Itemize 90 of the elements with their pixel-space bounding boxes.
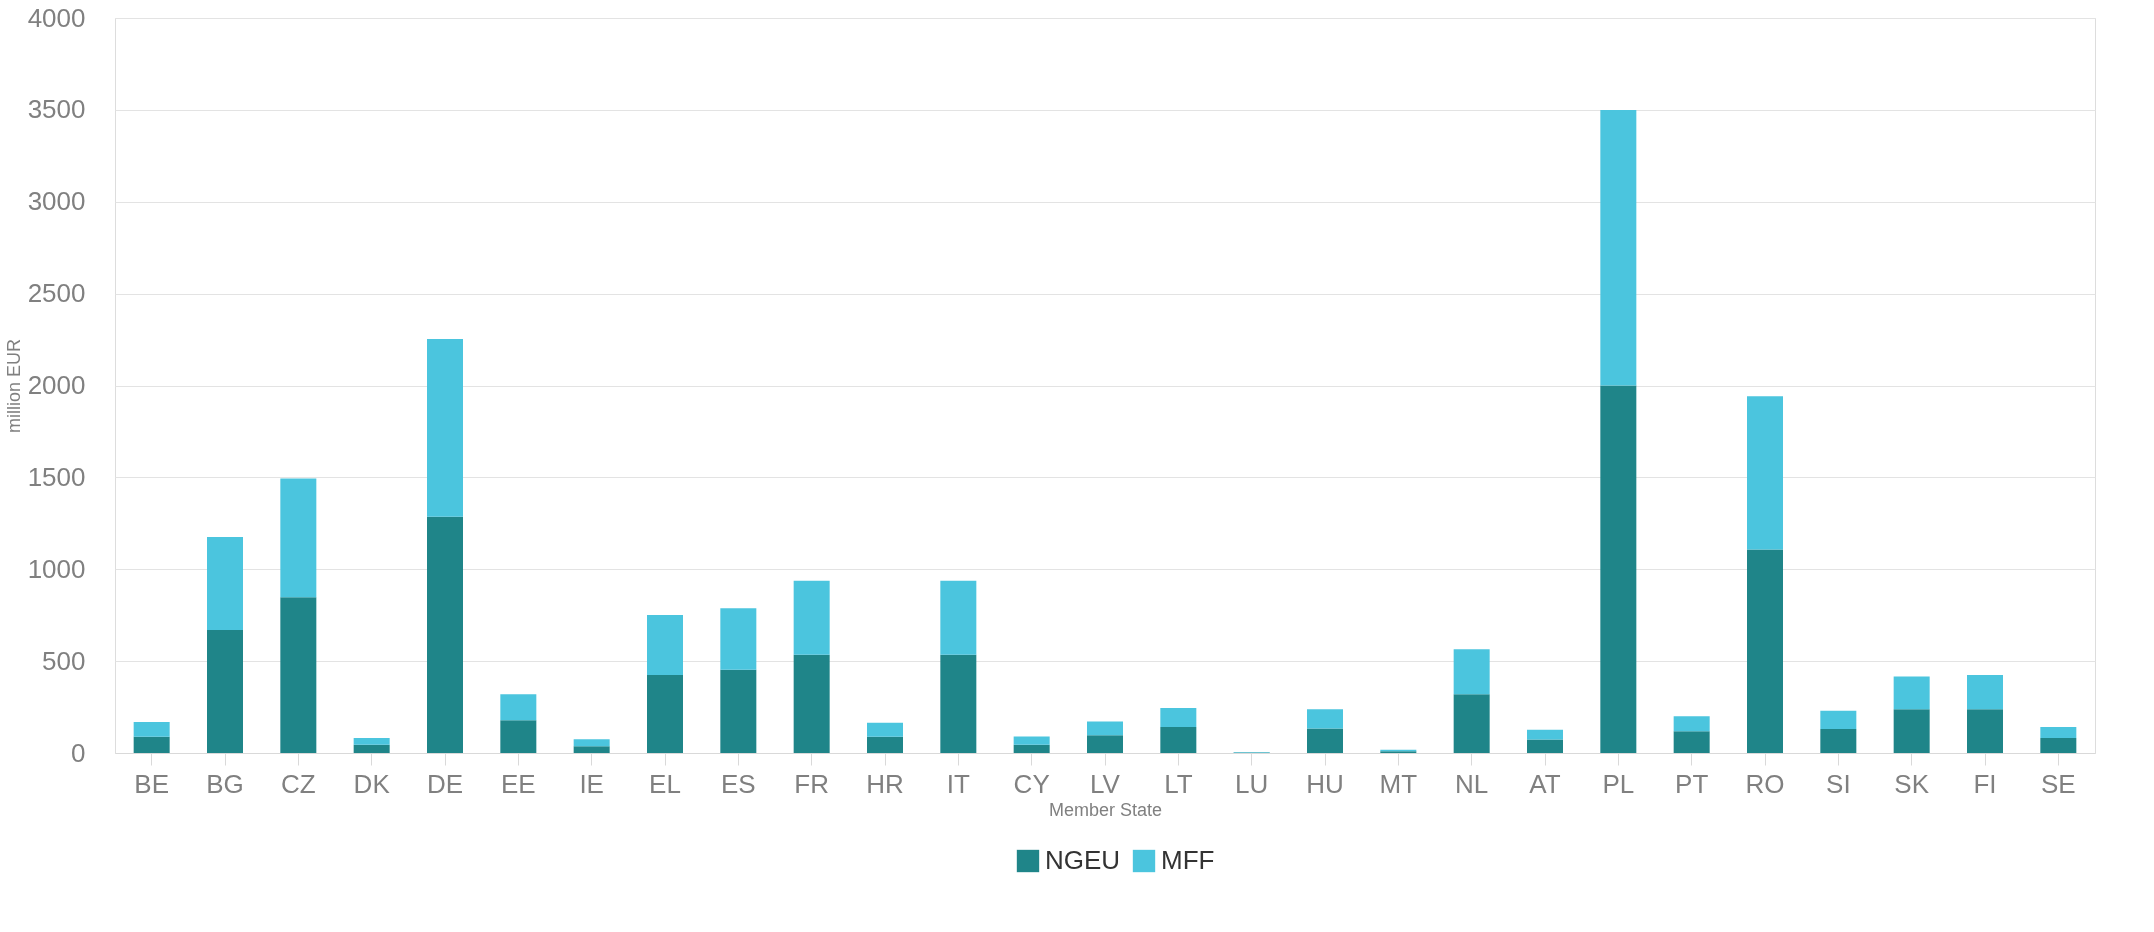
bar	[793, 654, 830, 753]
bar	[1013, 736, 1050, 745]
bar	[2040, 727, 2077, 738]
x-tick-label: EL	[649, 768, 681, 799]
x-tick-label: PL	[1602, 768, 1635, 799]
bar	[207, 629, 243, 753]
bar	[1820, 710, 1857, 730]
bar	[1527, 729, 1563, 740]
bar	[1820, 729, 1857, 753]
bar	[940, 580, 977, 655]
bar	[720, 608, 757, 670]
x-tick-label: HR	[866, 768, 904, 799]
x-tick-label: FR	[794, 768, 829, 799]
x-tick-label: ES	[720, 768, 756, 799]
bar	[1600, 109, 1637, 386]
bar	[1893, 676, 1930, 710]
y-axis-title: million EUR	[3, 338, 24, 434]
x-tick-label: IT	[946, 768, 970, 799]
bar	[500, 720, 537, 753]
bar	[1087, 721, 1123, 736]
bar	[573, 746, 610, 753]
x-tick-label: SE	[2040, 768, 2076, 799]
bar	[1307, 709, 1343, 729]
bar	[573, 739, 610, 747]
bar	[647, 615, 683, 676]
bar	[133, 736, 170, 753]
y-tick-label: 1000	[27, 553, 86, 584]
x-tick-label: NL	[1455, 768, 1489, 799]
bar	[353, 737, 390, 745]
bar	[1453, 694, 1490, 753]
x-tick-label: PT	[1675, 768, 1709, 799]
bar	[1967, 675, 2003, 710]
y-tick-label: 1500	[27, 461, 86, 492]
bar	[1087, 735, 1123, 753]
x-tick-label: MT	[1379, 768, 1418, 799]
x-tick-label: BE	[134, 768, 170, 799]
bar	[1453, 649, 1490, 695]
y-tick-label: 2500	[27, 278, 86, 309]
x-tick-label: LU	[1235, 768, 1269, 799]
bar	[793, 580, 830, 655]
x-tick-label: DE	[426, 768, 464, 799]
legend-label: MFF	[1161, 845, 1215, 875]
x-tick-label: CY	[1013, 768, 1050, 799]
x-tick-label: BG	[206, 768, 244, 799]
bar	[940, 654, 977, 753]
y-tick-label: 4000	[27, 2, 86, 33]
x-tick-label: SK	[1894, 768, 1930, 799]
x-tick-label: AT	[1529, 768, 1561, 799]
bar	[353, 744, 390, 753]
x-tick-label: IE	[579, 768, 604, 799]
x-tick-label: RO	[1745, 768, 1785, 799]
bar	[1673, 716, 1710, 732]
x-tick-label: SI	[1826, 768, 1851, 799]
bar	[427, 516, 463, 753]
bar	[1160, 727, 1197, 753]
y-tick-label: 3500	[27, 94, 86, 125]
bar	[280, 597, 317, 753]
x-tick-label: EE	[500, 768, 536, 799]
bar	[1160, 707, 1197, 728]
x-tick-label: DK	[353, 768, 391, 799]
bar	[1600, 385, 1637, 753]
x-tick-label: HU	[1306, 768, 1344, 799]
bar	[1307, 728, 1343, 753]
x-tick-label: FI	[1973, 768, 1997, 799]
bar	[867, 736, 903, 753]
bar	[1527, 739, 1563, 753]
y-tick-label: 0	[71, 737, 86, 768]
bar	[867, 722, 903, 737]
bar	[133, 721, 170, 737]
x-tick-label: CZ	[281, 768, 316, 799]
bar	[2040, 737, 2077, 753]
x-axis-title: Member State	[1048, 799, 1163, 820]
bar	[1013, 744, 1050, 753]
bar	[427, 339, 463, 517]
y-tick-label: 500	[42, 645, 86, 676]
bar	[647, 675, 683, 753]
bar	[1893, 709, 1930, 753]
x-tick-label: LV	[1090, 768, 1121, 799]
y-tick-label: 2000	[27, 370, 86, 400]
bar	[1673, 731, 1710, 753]
x-tick-label: LT	[1164, 768, 1193, 799]
bar	[280, 478, 317, 598]
y-tick-label: 3000	[27, 186, 86, 217]
bar	[1967, 709, 2003, 753]
bar	[720, 669, 757, 753]
bar	[1747, 396, 1783, 550]
legend-label: NGEU	[1045, 845, 1121, 875]
bar	[1747, 549, 1783, 753]
bar	[500, 694, 537, 721]
bar	[207, 537, 243, 630]
